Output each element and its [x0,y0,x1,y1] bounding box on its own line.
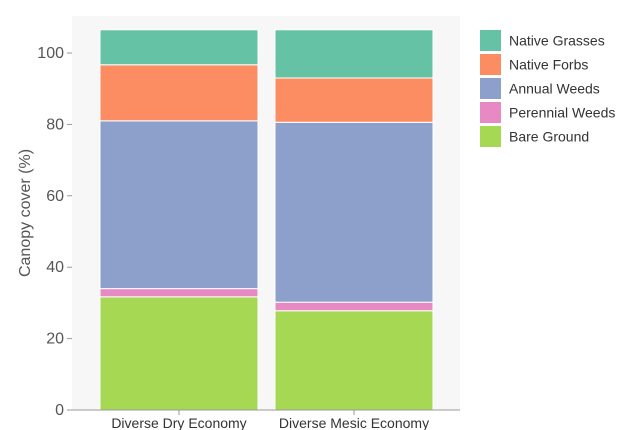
legend-swatch [480,102,501,123]
legend-label: Native Forbs [509,57,588,73]
y-tick-label: 60 [46,188,64,205]
legend-label: Annual Weeds [509,81,600,97]
legend-swatch [480,78,501,99]
bar-segment-annual-weeds [99,120,259,290]
bar-segment-perennial-weeds [274,301,434,312]
y-axis-ticks: 0 20 40 60 80 100 [37,45,72,419]
y-axis-title: Canopy cover (%) [17,149,34,277]
bar-segment-bare-ground [274,310,434,411]
bar-segment-perennial-weeds [99,288,259,298]
y-tick-label: 40 [46,259,64,276]
x-tick-label: Diverse Mesic Economy [279,415,429,430]
y-tick-label: 0 [55,402,64,419]
x-tick-label: Diverse Dry Economy [111,415,246,430]
bar-segment-native-forbs [99,64,259,122]
legend-label: Native Grasses [509,33,605,49]
legend-swatch [480,30,501,51]
legend-label: Bare Ground [509,129,589,145]
bar-segment-native-forbs [274,77,434,123]
bar-segment-annual-weeds [274,121,434,303]
legend: Native Grasses Native Forbs Annual Weeds Pe… [480,30,615,147]
bar-segment-native-grasses [99,29,259,66]
bar-segment-bare-ground [99,296,259,411]
bar-segment-native-grasses [274,29,434,79]
legend-swatch [480,126,501,147]
x-axis-ticks: Diverse Dry Economy Diverse Mesic Economy [111,410,429,430]
legend-label: Perennial Weeds [509,105,615,121]
y-tick-label: 100 [37,45,64,62]
y-tick-label: 80 [46,116,64,133]
bars-group [99,29,434,411]
legend-swatch [480,54,501,75]
y-tick-label: 20 [46,331,64,348]
